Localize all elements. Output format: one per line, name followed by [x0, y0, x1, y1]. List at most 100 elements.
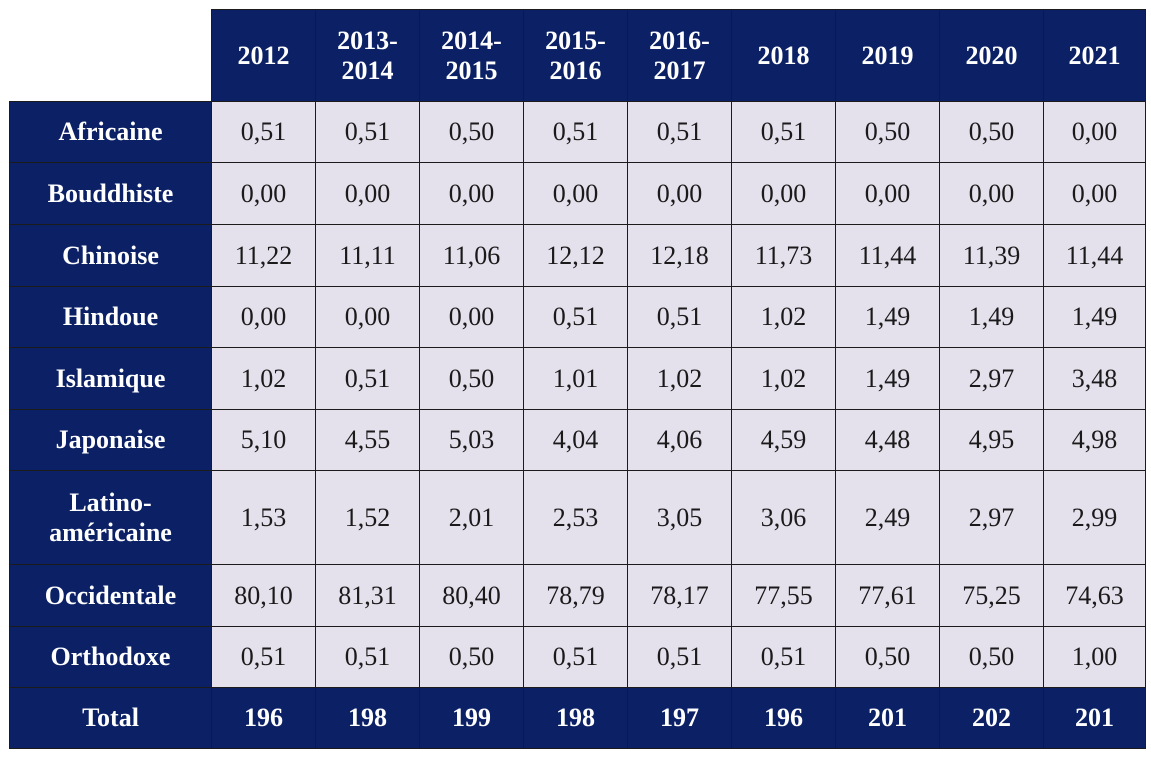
table-cell: 1,02 — [211, 347, 316, 410]
table-cell: 0,51 — [211, 101, 316, 163]
table-cell: 4,98 — [1043, 409, 1146, 471]
row-header: Chinoise — [9, 224, 212, 287]
table-cell: 11,22 — [211, 224, 316, 287]
table-cell: 0,50 — [939, 101, 1044, 163]
table-row: Africaine 0,51 0,51 0,50 0,51 0,51 0,51 0,50 0,5… — [9, 101, 1146, 163]
table-cell: 0,00 — [835, 162, 940, 225]
table-cell: 2,99 — [1043, 470, 1146, 565]
table-cell: 2,97 — [939, 470, 1044, 565]
table-cell: 5,03 — [419, 409, 524, 471]
table-cell: 80,10 — [211, 564, 316, 627]
table-cell: 0,50 — [835, 626, 940, 688]
table-cell: 0,51 — [315, 101, 420, 163]
table-cell: 4,55 — [315, 409, 420, 471]
column-header: 2012 — [211, 9, 316, 102]
column-header: 2015- 2016 — [523, 9, 628, 102]
table-cell: 0,51 — [627, 626, 732, 688]
table-cell: 1,01 — [523, 347, 628, 410]
table-cell: 1,49 — [835, 347, 940, 410]
total-cell: 196 — [211, 687, 316, 749]
table-cell: 80,40 — [419, 564, 524, 627]
total-cell: 201 — [1043, 687, 1146, 749]
table-cell: 4,95 — [939, 409, 1044, 471]
table-row: Japonaise 5,10 4,55 5,03 4,04 4,06 4,59 4,48 4,9… — [9, 409, 1146, 471]
table-row: Bouddhiste 0,00 0,00 0,00 0,00 0,00 0,00 0,00 0,… — [9, 162, 1146, 225]
table-cell: 0,51 — [731, 101, 836, 163]
table-cell: 11,44 — [835, 224, 940, 287]
total-cell: 199 — [419, 687, 524, 749]
table-cell: 5,10 — [211, 409, 316, 471]
table-cell: 74,63 — [1043, 564, 1146, 627]
table-cell: 11,73 — [731, 224, 836, 287]
column-header: 2013- 2014 — [315, 9, 420, 102]
table-cell: 11,11 — [315, 224, 420, 287]
table-cell: 0,51 — [315, 626, 420, 688]
table-row: Chinoise 11,22 11,11 11,06 12,12 12,18 11,73 11… — [9, 224, 1146, 287]
table-cell: 0,51 — [523, 101, 628, 163]
table-cell: 78,79 — [523, 564, 628, 627]
table-cell: 78,17 — [627, 564, 732, 627]
table-cell: 0,51 — [627, 286, 732, 348]
corner-cell — [10, 10, 212, 102]
table-cell: 11,44 — [1043, 224, 1146, 287]
table-row: Orthodoxe 0,51 0,51 0,50 0,51 0,51 0,51 0,50 0,5… — [9, 626, 1146, 688]
table-cell: 0,51 — [315, 347, 420, 410]
total-cell: 197 — [627, 687, 732, 749]
column-header: 2020 — [939, 9, 1044, 102]
total-cell: 201 — [835, 687, 940, 749]
total-cell: 196 — [731, 687, 836, 749]
table-cell: 2,53 — [523, 470, 628, 565]
table-cell: 0,50 — [419, 101, 524, 163]
table-cell: 3,06 — [731, 470, 836, 565]
column-header: 2018 — [731, 9, 836, 102]
table-cell: 0,00 — [211, 162, 316, 225]
column-header: 2019 — [835, 9, 940, 102]
table-cell: 0,51 — [211, 626, 316, 688]
table-cell: 75,25 — [939, 564, 1044, 627]
table-cell: 1,52 — [315, 470, 420, 565]
table-cell: 81,31 — [315, 564, 420, 627]
table-cell: 1,49 — [1043, 286, 1146, 348]
table-cell: 4,59 — [731, 409, 836, 471]
table-cell: 0,00 — [1043, 101, 1146, 163]
table-cell: 0,50 — [939, 626, 1044, 688]
column-header: 2014- 2015 — [419, 9, 524, 102]
table-row: Occidentale 80,10 81,31 80,40 78,79 78,17 77,5… — [9, 564, 1146, 627]
table-cell: 1,49 — [835, 286, 940, 348]
row-header: Bouddhiste — [9, 162, 212, 225]
table-cell: 4,04 — [523, 409, 628, 471]
table-cell: 3,05 — [627, 470, 732, 565]
table-cell: 11,39 — [939, 224, 1044, 287]
table-row: Hindoue 0,00 0,00 0,00 0,51 0,51 1,02 1,49 1,49 1… — [9, 286, 1146, 348]
row-header: Japonaise — [9, 409, 212, 471]
table-cell: 3,48 — [1043, 347, 1146, 410]
table-cell: 12,18 — [627, 224, 732, 287]
total-row: Total 196 198 199 198 197 196 201 202 201 — [9, 687, 1146, 749]
table-cell: 0,50 — [419, 347, 524, 410]
table-cell: 12,12 — [523, 224, 628, 287]
table-cell: 0,00 — [419, 162, 524, 225]
total-label: Total — [9, 687, 212, 749]
table-cell: 1,02 — [731, 347, 836, 410]
total-cell: 198 — [523, 687, 628, 749]
table-cell: 0,00 — [731, 162, 836, 225]
row-header: Occidentale — [9, 564, 212, 627]
data-table: 2012 2013- 2014 2014- 2015 2015- 2016 2016- 2017… — [9, 9, 1146, 749]
row-header: Orthodoxe — [9, 626, 212, 688]
table-cell: 2,49 — [835, 470, 940, 565]
table-cell: 0,50 — [835, 101, 940, 163]
table-cell: 0,00 — [523, 162, 628, 225]
column-header: 2021 — [1043, 9, 1146, 102]
table-cell: 1,49 — [939, 286, 1044, 348]
table-cell: 11,06 — [419, 224, 524, 287]
row-header: Islamique — [9, 347, 212, 410]
row-header: Africaine — [9, 101, 212, 163]
table-row: Islamique 1,02 0,51 0,50 1,01 1,02 1,02 1,49 2,9… — [9, 347, 1146, 410]
table-cell: 0,00 — [315, 162, 420, 225]
row-header: Hindoue — [9, 286, 212, 348]
table-cell: 0,51 — [627, 101, 732, 163]
row-header: Latino-américaine — [9, 470, 212, 565]
table-cell: 77,55 — [731, 564, 836, 627]
table-cell: 1,02 — [627, 347, 732, 410]
table-cell: 4,06 — [627, 409, 732, 471]
